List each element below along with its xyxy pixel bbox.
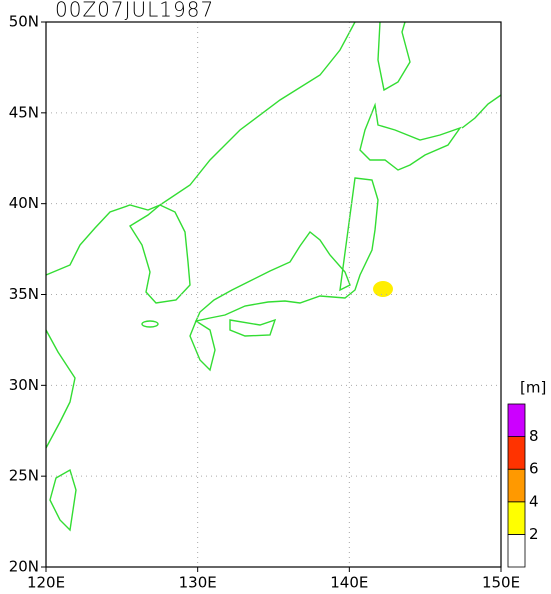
y-tick-label: 20N bbox=[9, 558, 39, 576]
y-tick-label: 25N bbox=[9, 467, 39, 485]
x-tick-label: 150E bbox=[482, 574, 520, 592]
colorbar-unit: [m] bbox=[520, 379, 546, 397]
colorbar-label: 6 bbox=[529, 460, 539, 478]
x-tick-label: 140E bbox=[330, 574, 368, 592]
colorbar-label: 4 bbox=[529, 492, 539, 510]
jeju bbox=[141, 320, 159, 328]
hokkaido bbox=[359, 102, 462, 171]
shikoku bbox=[229, 318, 277, 337]
colorbar-label: 2 bbox=[529, 525, 539, 543]
colorbar-swatch bbox=[507, 501, 526, 535]
colorbar-swatch bbox=[507, 403, 526, 437]
map-title: 00Z07JUL1987 bbox=[55, 0, 214, 22]
y-tick-label: 45N bbox=[9, 103, 39, 121]
colorbar-swatch bbox=[507, 436, 526, 470]
y-tick-label: 50N bbox=[9, 13, 39, 31]
plot-frame bbox=[45, 21, 502, 568]
korea-coast bbox=[129, 204, 191, 304]
sakhalin bbox=[377, 21, 411, 92]
y-tick-label: 35N bbox=[9, 285, 39, 303]
y-tick-label: 40N bbox=[9, 194, 39, 212]
taiwan bbox=[49, 468, 77, 532]
colorbar-swatch bbox=[507, 534, 526, 568]
china-south-coast bbox=[45, 329, 76, 449]
honshu bbox=[194, 177, 379, 322]
y-tick-label: 30N bbox=[9, 376, 39, 394]
coastlines bbox=[45, 21, 502, 532]
colorbar-swatch bbox=[507, 468, 526, 503]
kyushu bbox=[189, 319, 216, 372]
colorbar-label: 8 bbox=[529, 427, 539, 445]
x-tick-label: 130E bbox=[179, 574, 217, 592]
x-tick-label: 120E bbox=[27, 574, 65, 592]
continent-coast bbox=[45, 21, 356, 276]
wave-height-area bbox=[373, 281, 393, 297]
kuril bbox=[461, 94, 502, 129]
